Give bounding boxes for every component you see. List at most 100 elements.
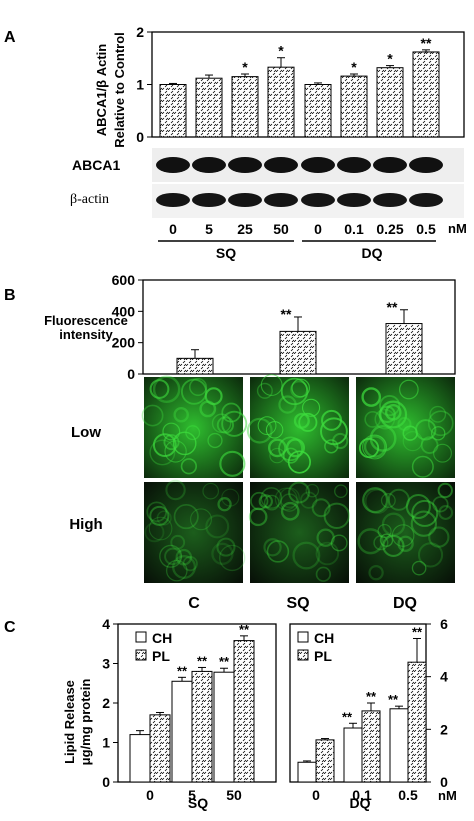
cell [182, 555, 198, 572]
panel-c-dq-bar-ch [343, 727, 363, 783]
blot-band-actin [156, 193, 190, 207]
panel-letter-b: B [4, 287, 16, 304]
cell [402, 431, 423, 452]
cell [282, 447, 299, 464]
panel-c-dq-significance: ** [412, 624, 423, 639]
cell [211, 413, 232, 434]
cell [268, 438, 287, 458]
cell [429, 405, 447, 423]
panel-c-ylabel-line1: Lipid Release [62, 680, 77, 764]
blot-band-abca1 [228, 157, 262, 173]
panel-c-dq-ytick-label: 6 [440, 616, 448, 632]
cell [373, 535, 389, 551]
cell [430, 426, 446, 441]
blot-band-actin [228, 193, 262, 207]
group-label-dq: DQ [362, 245, 383, 261]
cell [152, 375, 181, 404]
panel-c-unit: nM [438, 788, 457, 803]
panel-b-significance: ** [281, 306, 292, 322]
panel-b: Fluorescence intensity 0 200 400 600 ** ** Lo… [44, 272, 456, 612]
cell [280, 501, 300, 521]
group-label-sq: SQ [216, 245, 236, 261]
panel-a-dose-label: 0.5 [416, 221, 436, 237]
legend-swatch-ch [135, 631, 147, 643]
cell [391, 524, 415, 547]
panel-c-dq-ytick-label: 4 [440, 669, 448, 685]
panel-c-dq-bar-pl [315, 739, 335, 783]
panel-b-ylabel-line2: intensity [59, 327, 113, 342]
panel-a-bar [340, 75, 368, 138]
cell [285, 438, 306, 458]
panel-a-ylabel-line2: Relative to Control [112, 32, 127, 148]
panel-a-bar [231, 76, 259, 138]
row-label-high: High [69, 516, 102, 533]
blot-band-actin [264, 193, 298, 207]
cell [260, 487, 283, 509]
cell [379, 400, 408, 429]
cell [420, 436, 439, 455]
cell [159, 544, 183, 568]
panel-c-dq-bar-pl [407, 661, 427, 783]
cell [387, 488, 410, 511]
panel-a-ylabel-line1: ABCA1/β Actin [94, 44, 109, 137]
cell [428, 526, 450, 548]
cell [156, 510, 172, 526]
cell [257, 416, 277, 436]
cell [397, 535, 414, 552]
panel-c-sq-significance: ** [219, 654, 230, 669]
panel-a-bar [159, 84, 187, 138]
cell [263, 538, 282, 557]
panel-a-dose-label: 0 [314, 221, 322, 237]
panel-c-dq-xtick-label: 0.5 [398, 787, 418, 803]
cell [432, 496, 449, 513]
panel-letter-a: A [4, 29, 16, 46]
cell [144, 522, 165, 543]
legend-label-ch: CH [314, 630, 334, 646]
cell [188, 378, 208, 397]
panel-b-plot: 0 200 400 600 ** ** [112, 272, 456, 382]
panel-a-significance: * [351, 59, 357, 75]
panel-a-bar [412, 51, 440, 138]
cell [320, 417, 348, 446]
cell [363, 435, 387, 458]
cell [205, 514, 230, 539]
cell [417, 542, 444, 568]
panel-c-dq-bar-ch [297, 761, 317, 783]
blot-band-abca1 [192, 157, 226, 173]
panel-a-bar [267, 66, 295, 138]
panel-a-dose-label: 5 [205, 221, 213, 237]
cell [288, 481, 311, 504]
panel-c-dq-significance: ** [388, 692, 399, 707]
panel-c-sq-bar-pl [233, 640, 255, 783]
cell [334, 484, 348, 499]
cell [173, 503, 199, 530]
panel-c-sq-xtick-label: 5 [188, 787, 196, 803]
panel-b-ytick-label: 200 [112, 335, 136, 351]
cell [298, 412, 318, 432]
cell [172, 555, 197, 579]
panel-c-dq-ytick-label: 2 [440, 721, 448, 737]
panel-c-sq-bar-pl [191, 670, 213, 783]
blot-band-actin [192, 193, 226, 207]
blot-band-abca1 [301, 157, 335, 173]
panel-a-significance: * [278, 43, 284, 59]
cell [377, 523, 392, 539]
cell [149, 379, 170, 399]
blot-band-abca1 [373, 157, 407, 173]
panel-b-ytick-label: 400 [112, 303, 136, 319]
legend-label-ch: CH [152, 630, 172, 646]
blot-band-abca1 [156, 157, 190, 173]
legend-swatch-ch [297, 631, 309, 643]
cell [274, 487, 298, 511]
panel-a-dose-labels: 0 5 25 50 0 0.1 0.25 0.5 [169, 221, 436, 237]
cell [357, 528, 384, 555]
micrograph-low-c [144, 377, 243, 478]
panel-a-dose-label: 0.1 [344, 221, 364, 237]
cell [256, 382, 273, 399]
cell [217, 497, 232, 512]
cell [258, 494, 273, 509]
cell [280, 493, 299, 512]
cell [398, 379, 419, 400]
blot-band-actin [337, 193, 371, 207]
